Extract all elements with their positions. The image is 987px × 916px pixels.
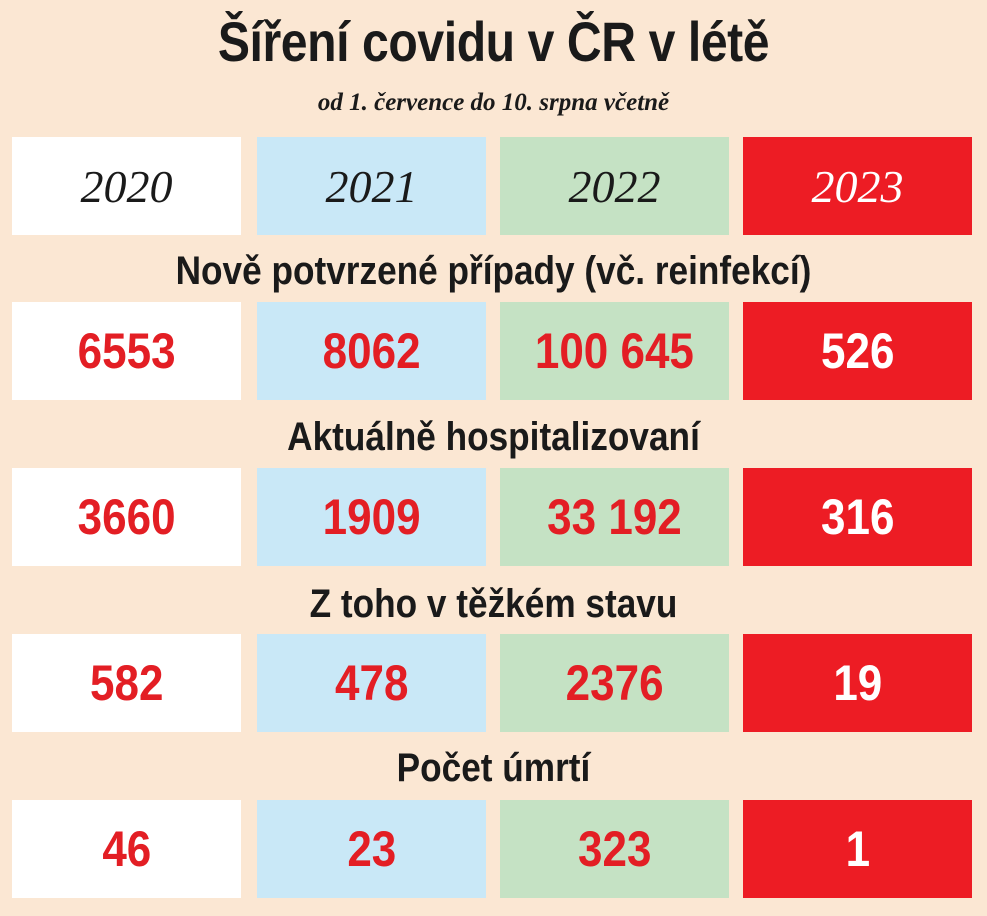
value-cell-2022: 33 192 bbox=[500, 468, 729, 566]
value-cell-2020: 3660 bbox=[12, 468, 241, 566]
value-text: 316 bbox=[820, 489, 895, 545]
values-row-deaths: 46 23 323 1 bbox=[12, 800, 972, 898]
value-text: 526 bbox=[820, 323, 895, 379]
value-cell-2022: 2376 bbox=[500, 634, 729, 732]
value-text: 46 bbox=[102, 821, 151, 877]
year-header-row: 2020 2021 2022 2023 bbox=[12, 137, 972, 235]
value-cell-2020: 582 bbox=[12, 634, 241, 732]
value-cell-2023: 1 bbox=[743, 800, 972, 898]
year-label: 2022 bbox=[568, 160, 661, 212]
values-row-severe: 582 478 2376 19 bbox=[12, 634, 972, 732]
year-cell-2021: 2021 bbox=[257, 137, 486, 235]
value-text: 1 bbox=[845, 821, 870, 877]
value-cell-2021: 23 bbox=[257, 800, 486, 898]
value-text: 582 bbox=[89, 655, 164, 711]
value-cell-2021: 478 bbox=[257, 634, 486, 732]
value-cell-2023: 19 bbox=[743, 634, 972, 732]
value-text: 3660 bbox=[77, 489, 176, 545]
year-label: 2021 bbox=[325, 160, 418, 212]
page-subtitle: od 1. července do 10. srpna včetně bbox=[317, 89, 670, 116]
value-cell-2023: 526 bbox=[743, 302, 972, 400]
section-heading-hospitalized: Aktuálně hospitalizovaní bbox=[287, 415, 700, 459]
value-text: 19 bbox=[833, 655, 882, 711]
year-label: 2020 bbox=[80, 160, 173, 212]
value-cell-2023: 316 bbox=[743, 468, 972, 566]
value-text: 8062 bbox=[322, 323, 421, 379]
year-cell-2023: 2023 bbox=[743, 137, 972, 235]
year-label: 2023 bbox=[811, 160, 904, 212]
year-cell-2020: 2020 bbox=[12, 137, 241, 235]
value-text: 1909 bbox=[322, 489, 421, 545]
value-text: 478 bbox=[334, 655, 409, 711]
value-cell-2021: 8062 bbox=[257, 302, 486, 400]
value-cell-2022: 323 bbox=[500, 800, 729, 898]
section-heading-new-cases: Nově potvrzené případy (vč. reinfekcí) bbox=[175, 249, 812, 293]
section-heading-deaths: Počet úmrtí bbox=[396, 746, 591, 790]
value-cell-2021: 1909 bbox=[257, 468, 486, 566]
values-row-hospitalized: 3660 1909 33 192 316 bbox=[12, 468, 972, 566]
value-cell-2020: 6553 bbox=[12, 302, 241, 400]
value-text: 33 192 bbox=[547, 489, 682, 545]
value-text: 323 bbox=[577, 821, 652, 877]
value-text: 100 645 bbox=[534, 323, 695, 379]
page-title: Šíření covidu v ČR v létě bbox=[217, 10, 770, 73]
value-text: 2376 bbox=[565, 655, 664, 711]
values-row-new-cases: 6553 8062 100 645 526 bbox=[12, 302, 972, 400]
value-text: 23 bbox=[347, 821, 396, 877]
year-cell-2022: 2022 bbox=[500, 137, 729, 235]
value-text: 6553 bbox=[77, 323, 176, 379]
section-heading-severe: Z toho v těžkém stavu bbox=[309, 582, 678, 626]
value-cell-2022: 100 645 bbox=[500, 302, 729, 400]
value-cell-2020: 46 bbox=[12, 800, 241, 898]
